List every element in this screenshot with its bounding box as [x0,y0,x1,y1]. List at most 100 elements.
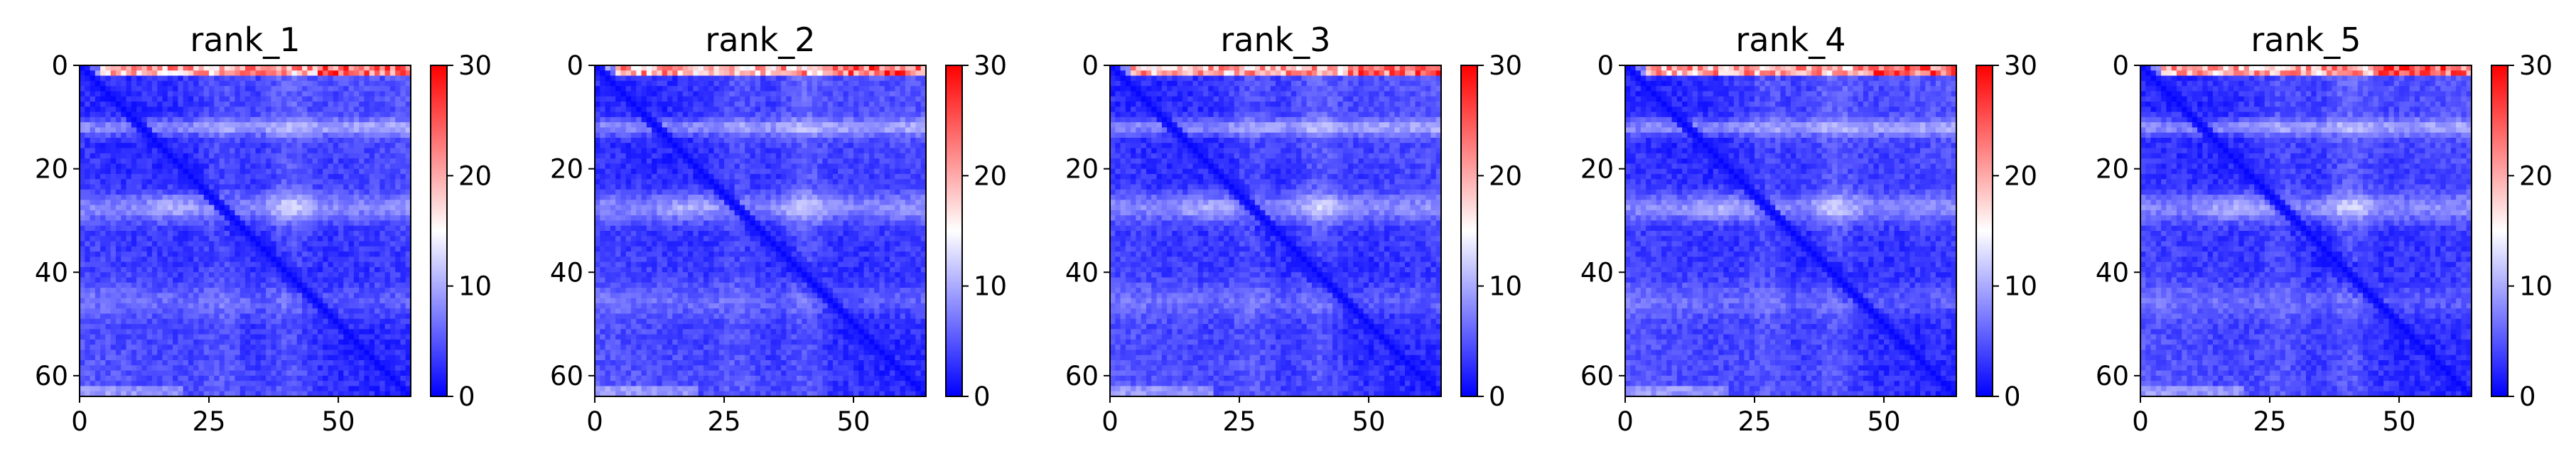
heatmap-cell [374,96,380,102]
heatmap-cell [395,298,402,304]
heatmap-cell [224,210,230,216]
heatmap-cell [178,173,184,180]
heatmap-cell [115,112,122,118]
heatmap-cell [812,112,818,118]
heatmap-cell [610,101,616,107]
heatmap-cell [219,91,225,97]
heatmap-cell [136,132,142,139]
heatmap-cell [235,241,241,247]
heatmap-cell [868,80,875,87]
heatmap-cell [105,318,112,325]
heatmap-cell [307,277,313,283]
heatmap-cell [281,205,287,211]
heatmap-cell [271,375,277,381]
heatmap-cell [230,153,236,159]
heatmap-cell [895,122,901,128]
heatmap-cell [286,261,293,268]
heatmap-cell [146,86,153,92]
heatmap-cell [312,231,318,237]
heatmap-cell [235,277,241,283]
heatmap-cell [323,256,329,263]
heatmap-cell [95,308,101,315]
heatmap-cell [266,318,272,325]
heatmap-cell [167,345,173,351]
heatmap-cell [255,179,262,185]
heatmap-cell [121,210,127,216]
heatmap-cell [302,256,308,263]
heatmap-cell [389,75,396,82]
heatmap-cell [219,127,225,134]
heatmap-cell [151,70,158,77]
heatmap-cell [239,173,246,180]
heatmap-cell [198,122,205,128]
heatmap-cell [343,329,350,335]
heatmap-cell [745,107,751,113]
heatmap-cell [235,173,241,180]
heatmap-cell [209,80,215,87]
heatmap-cell [905,65,911,71]
heatmap-cell [600,116,606,123]
heatmap-cell [307,303,313,309]
heatmap-cell [121,236,127,242]
heatmap-cell [105,80,112,87]
heatmap-cell [312,318,318,325]
heatmap-cell [219,116,225,123]
heatmap-cell [328,339,334,345]
heatmap-cell [625,70,632,77]
heatmap-cell [312,350,318,356]
heatmap-cell [374,246,380,252]
heatmap-cell [151,122,158,128]
heatmap-cell [266,189,272,195]
heatmap-cell [115,298,122,304]
heatmap-cell [920,116,927,123]
heatmap-cell [230,261,236,268]
heatmap-cell [724,96,730,102]
heatmap-cell [167,256,173,263]
heatmap-cell [307,345,313,351]
heatmap-cell [126,386,132,392]
heatmap-cell [302,293,308,299]
heatmap-cell [80,313,85,320]
heatmap-cell [625,96,632,102]
heatmap-cell [167,231,173,237]
heatmap-cell [209,189,215,195]
heatmap-cell [323,313,329,320]
heatmap-cell [100,189,107,195]
heatmap-cell [131,241,137,247]
heatmap-cell [333,381,339,387]
heatmap-cell [286,266,293,273]
heatmap-cell [121,91,127,97]
heatmap-cell [245,70,251,77]
heatmap-cell [328,266,334,273]
heatmap-cell [235,324,241,330]
heatmap-cell [230,107,236,113]
heatmap-cell [250,231,257,237]
heatmap-cell [151,116,158,123]
heatmap-cell [173,116,178,123]
heatmap-cell [219,143,225,149]
heatmap-cell [328,173,334,180]
heatmap-cell [296,65,303,71]
heatmap-cell [405,127,411,134]
heatmap-cell [90,246,96,252]
heatmap-cell [126,354,132,361]
heatmap-cell [245,168,251,175]
heatmap-cell [266,381,272,387]
heatmap-cell [167,318,173,325]
heatmap-cell [317,272,323,278]
heatmap-cell [126,148,132,154]
heatmap-cell [745,96,751,102]
heatmap-cell [625,86,632,92]
heatmap-cell [900,75,906,82]
heatmap-cell [323,205,329,211]
heatmap-cell [255,148,262,154]
heatmap-cell [95,350,101,356]
heatmap-cell [151,324,158,330]
heatmap-cell [307,293,313,299]
heatmap-cell [219,107,225,113]
heatmap-cell [636,86,642,92]
heatmap-cell [291,220,298,227]
heatmap-cell [698,86,704,92]
heatmap-cell [239,163,246,170]
heatmap-cell [235,365,241,372]
